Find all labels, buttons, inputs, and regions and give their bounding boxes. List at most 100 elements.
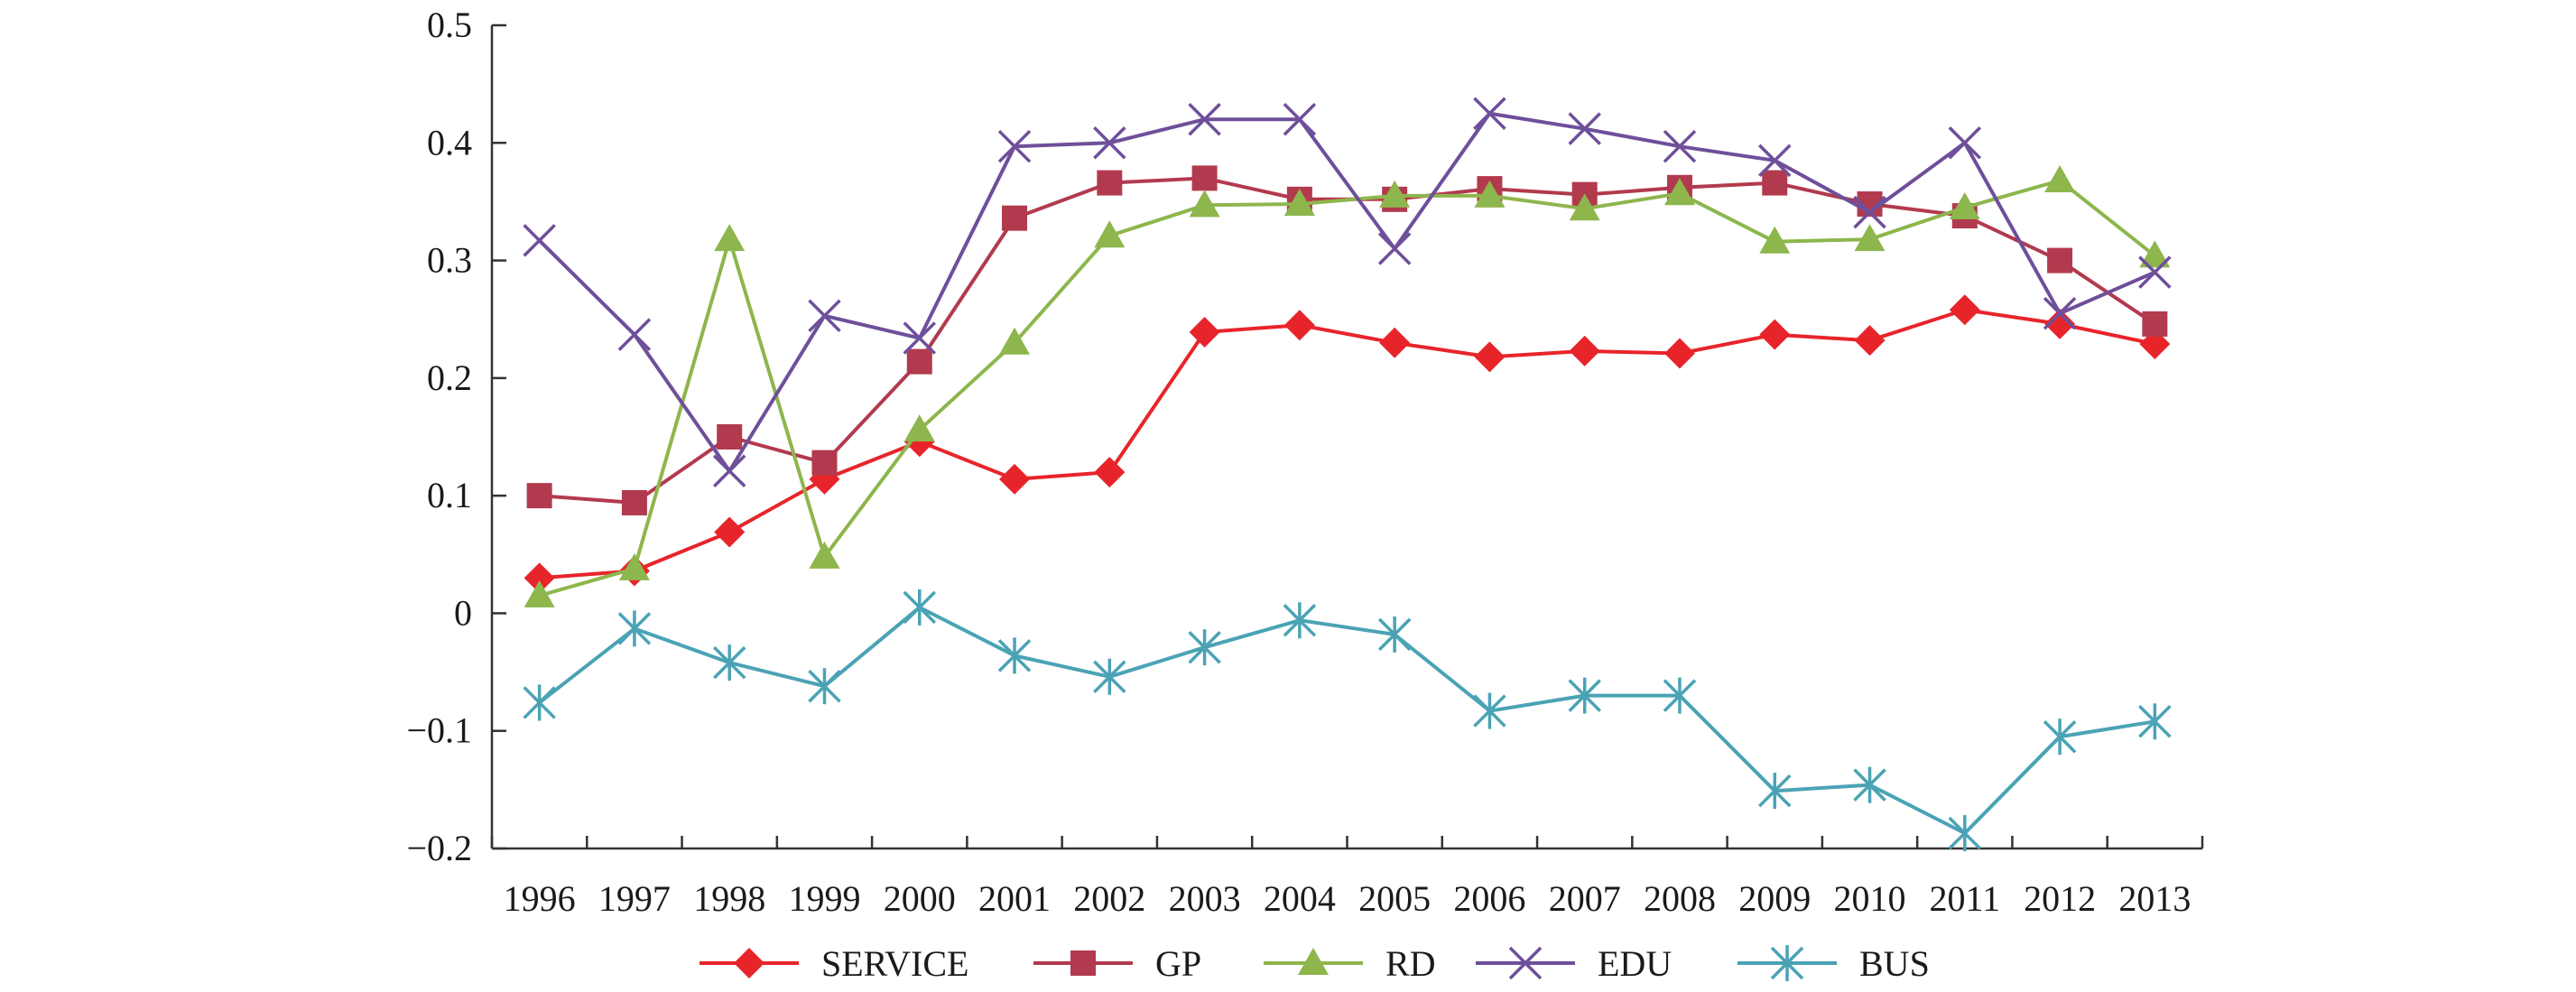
legend-label-rd: RD [1385, 943, 1436, 984]
series-lines [523, 97, 2172, 852]
data-point-rd [1189, 190, 1220, 218]
data-point-service [1094, 457, 1126, 488]
series-rd [524, 164, 2171, 607]
data-point-rd [2139, 240, 2171, 268]
series-line-bus [538, 605, 2155, 836]
data-point-gp [906, 348, 932, 375]
y-tick-label: 0.4 [427, 122, 472, 162]
data-point-edu-stroke [1473, 97, 1506, 130]
data-point-edu-stroke [1188, 102, 1221, 136]
data-point-edu-stroke [1758, 144, 1792, 178]
legend-item-edu: EDU [1476, 943, 1672, 984]
legend-item-rd: RD [1264, 943, 1436, 984]
data-point-service [714, 516, 746, 548]
data-point-gp [1191, 165, 1218, 191]
data-point-rd [524, 579, 555, 607]
data-point-edu [1663, 129, 1697, 163]
legend-label-bus: BUS [1859, 943, 1930, 984]
data-point-edu-stroke [1853, 195, 1886, 229]
data-point-gp [526, 483, 552, 509]
legend-marker-bus [1770, 945, 1804, 981]
legend-marker-gp [1070, 950, 1096, 976]
data-point-bus [1188, 629, 1221, 666]
data-point-rd [1949, 191, 1980, 219]
series-line-service [539, 308, 2155, 580]
data-point-edu [1758, 144, 1792, 178]
data-point-edu [1853, 195, 1886, 229]
data-point-gp [2142, 311, 2168, 337]
data-point-edu [2138, 255, 2172, 289]
data-point-bus [617, 610, 652, 647]
legend-label-gp: GP [1155, 943, 1201, 984]
y-tick-label: 0.5 [427, 5, 472, 45]
x-tick-label: 2000 [884, 878, 956, 919]
data-point-edu [1473, 97, 1506, 130]
data-point-rd [1663, 178, 1695, 206]
x-tick-label: 1996 [504, 878, 576, 919]
legend-marker-edu [1508, 946, 1543, 980]
y-tick-label: 0.2 [427, 357, 472, 398]
x-tick-label: 2009 [1738, 878, 1811, 919]
data-point-bus [1663, 677, 1697, 714]
x-tick-label: 2006 [1453, 878, 1525, 919]
x-tick-label: 2012 [2024, 878, 2096, 919]
series-line-rd [539, 179, 2156, 598]
data-point-rd [999, 327, 1031, 355]
data-point-service [1283, 310, 1315, 341]
data-point-service [1854, 325, 1886, 357]
legend-item-gp: GP [1033, 943, 1201, 984]
data-point-rd [1283, 189, 1315, 217]
data-point-bus [2138, 703, 2172, 740]
data-point-edu [1377, 232, 1412, 265]
data-point-bus [808, 668, 841, 705]
y-tick-label: −0.2 [406, 828, 472, 868]
x-tick-label: 2001 [978, 878, 1051, 919]
y-tick-label: 0.3 [427, 240, 472, 281]
data-point-rd [1379, 180, 1411, 208]
data-point-edu-stroke [617, 318, 652, 351]
data-point-gp [1097, 170, 1123, 196]
data-point-bus [1568, 677, 1601, 714]
data-point-rd [1094, 220, 1126, 248]
data-point-edu-stroke [1663, 129, 1697, 163]
data-point-rd [1569, 193, 1600, 221]
data-point-bus [997, 637, 1032, 674]
data-point-edu [903, 321, 936, 355]
data-point-bus [1758, 773, 1792, 810]
data-point-rd [1474, 180, 1506, 208]
data-point-gp [621, 489, 647, 515]
data-point-rd [2044, 164, 2076, 192]
series-service [524, 294, 2171, 594]
data-point-service [2044, 308, 2076, 339]
data-point-edu-stroke [808, 299, 841, 333]
data-point-service [1949, 294, 1980, 326]
x-tick-label: 2011 [1930, 878, 2001, 919]
data-point-edu-stroke [2043, 296, 2077, 330]
data-point-edu [1948, 126, 1982, 160]
data-point-edu-stroke [523, 224, 556, 257]
data-point-gp [1762, 170, 1788, 196]
data-point-edu-stroke [1093, 126, 1126, 160]
data-point-rd [809, 541, 840, 569]
legend-marker-service [734, 948, 764, 978]
y-tick-label: 0 [454, 592, 472, 633]
x-tick-label: 1998 [693, 878, 765, 919]
data-point-edu-stroke [997, 129, 1032, 163]
legend-item-bus: BUS [1737, 943, 1930, 984]
data-point-rd [903, 414, 935, 442]
data-point-edu [1283, 102, 1317, 136]
data-point-edu [523, 224, 556, 257]
legend-marker-edu-stroke [1508, 946, 1543, 980]
y-tick-label: 0.1 [427, 475, 472, 515]
data-point-bus [1948, 815, 1982, 852]
data-point-service [1474, 341, 1506, 373]
legend-label-edu: EDU [1598, 943, 1672, 984]
x-tick-label: 2008 [1644, 878, 1716, 919]
data-point-gp [811, 450, 838, 476]
x-tick-label: 1997 [598, 878, 671, 919]
series-line-edu [538, 111, 2156, 473]
data-point-edu [1568, 112, 1601, 145]
data-point-edu [712, 454, 746, 488]
legend-marker-rd [1298, 948, 1329, 975]
